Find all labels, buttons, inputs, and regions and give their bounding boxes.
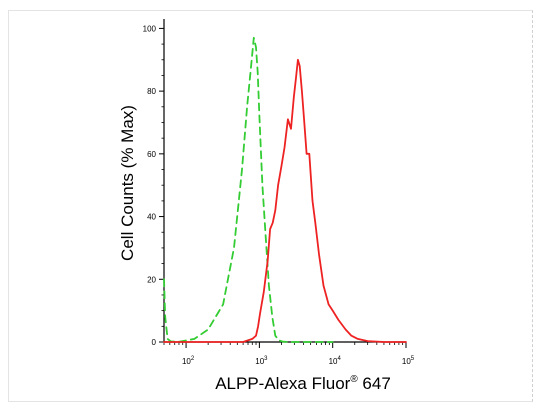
x-tick-label: 103: [255, 356, 268, 366]
x-tick-exponent: 4: [337, 356, 341, 362]
series-layer: [163, 36, 407, 343]
isotype-control-curve: [163, 36, 334, 343]
x-tick-label: 105: [402, 356, 415, 366]
x-axis-label-number: 647: [358, 374, 391, 393]
x-tick-exponent: 3: [264, 356, 268, 362]
y-tick-label: 40: [147, 213, 156, 222]
y-axis-label: Cell Counts (% Max): [118, 105, 137, 261]
x-tick-base: 10: [255, 357, 264, 366]
x-axis-label-registered: ®: [350, 374, 358, 385]
alpp-staining-curve: [163, 58, 407, 343]
y-tick-label: 100: [143, 24, 157, 33]
x-tick-base: 10: [329, 357, 338, 366]
x-tick-exponent: 5: [411, 356, 415, 362]
x-tick-label: 104: [329, 356, 342, 366]
chart-frame: 0 20 40 60 80 100 102 103 104 105 Cell Counts (% …: [8, 10, 533, 402]
x-tick-exponent: 2: [191, 356, 195, 362]
y-tick-label: 60: [147, 150, 156, 159]
x-axis-label-main: ALPP-Alexa Fluor: [215, 374, 350, 393]
x-axis-label: ALPP-Alexa Fluor® 647: [215, 374, 391, 393]
x-tick-base: 10: [402, 357, 411, 366]
y-tick-label: 80: [147, 87, 156, 96]
x-tick-label: 102: [182, 356, 195, 366]
y-tick-label: 20: [147, 275, 156, 284]
x-tick-base: 10: [182, 357, 191, 366]
y-tick-label: 0: [152, 338, 157, 347]
